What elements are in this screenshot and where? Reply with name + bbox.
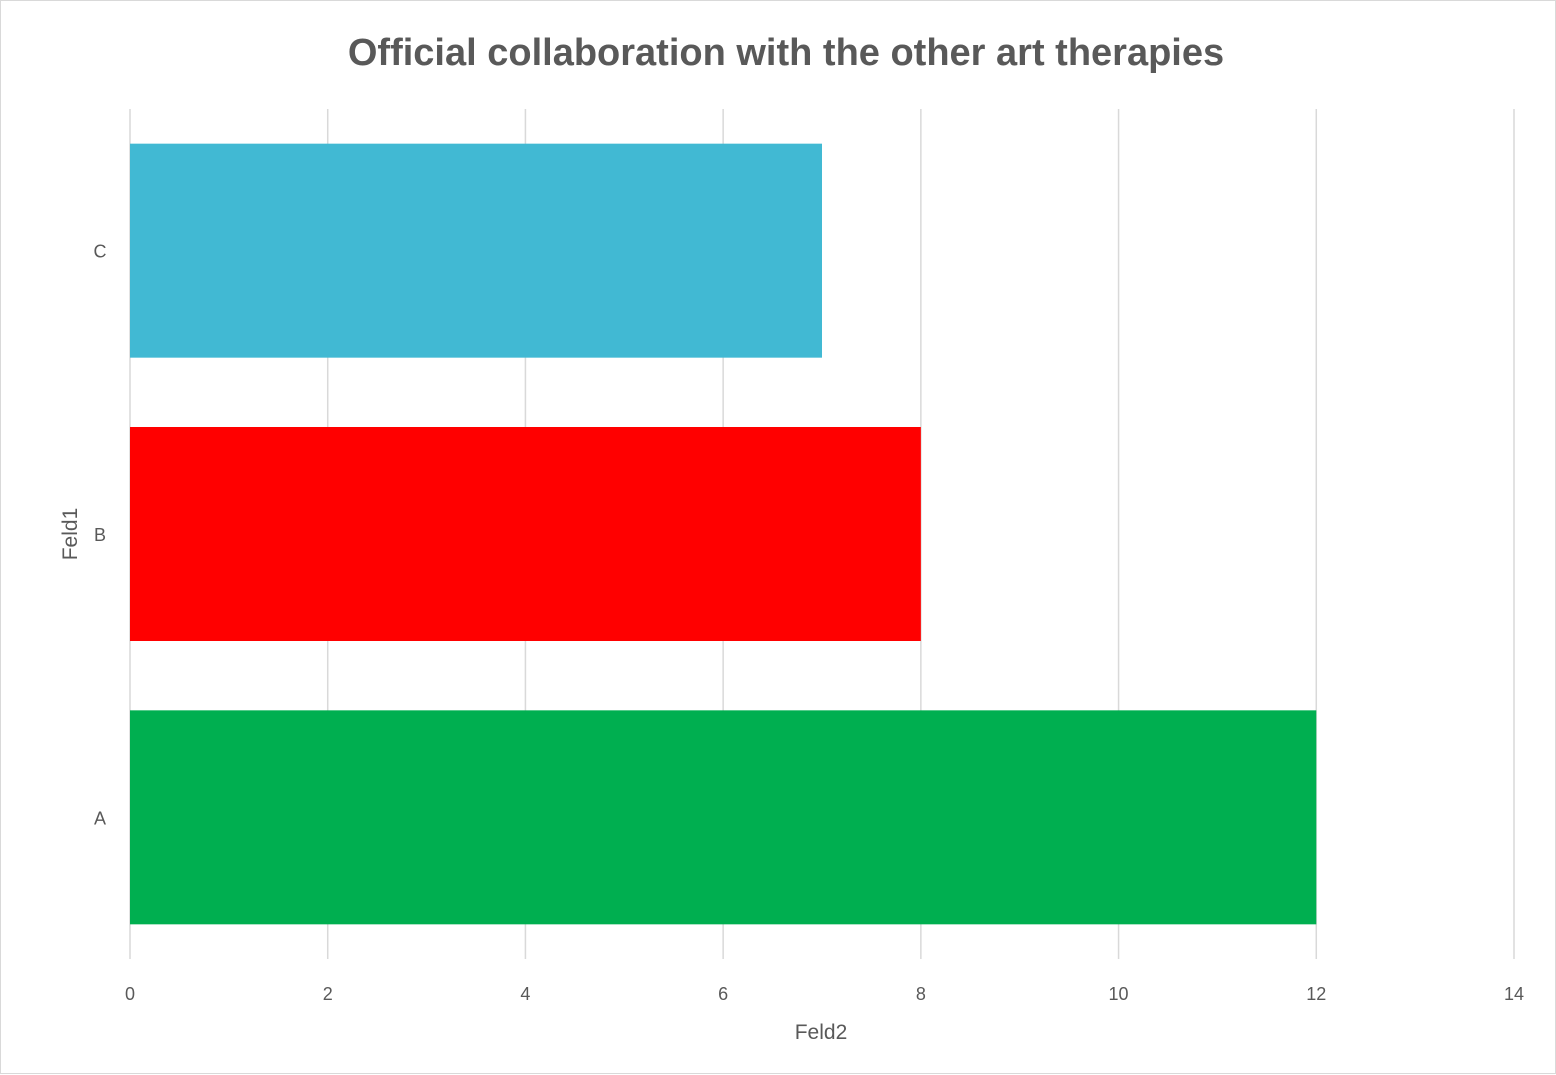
x-tick-label: 12 (1306, 984, 1326, 1004)
x-tick-label: 14 (1504, 984, 1524, 1004)
category-label-a: A (94, 808, 106, 828)
y-axis-title: Feld1 (59, 508, 82, 561)
x-tick-label: 4 (520, 984, 530, 1004)
bar-c (130, 143, 822, 358)
x-tick-label: 8 (916, 984, 926, 1004)
bar-b (130, 427, 921, 641)
x-axis-title: Feld2 (795, 1021, 848, 1044)
category-label-b: B (94, 525, 106, 545)
x-tick-label: 2 (323, 984, 333, 1004)
category-label-c: C (94, 242, 107, 262)
x-tick-label: 10 (1109, 984, 1129, 1004)
category-labels: A B C (94, 242, 107, 829)
x-tick-labels: 0 2 4 6 8 10 12 14 (125, 984, 1524, 1004)
chart-title: Official collaboration with the other ar… (348, 32, 1224, 74)
bar-a (130, 710, 1317, 925)
x-tick-label: 0 (125, 984, 135, 1004)
x-tick-label: 6 (718, 984, 728, 1004)
bars (130, 143, 1317, 925)
